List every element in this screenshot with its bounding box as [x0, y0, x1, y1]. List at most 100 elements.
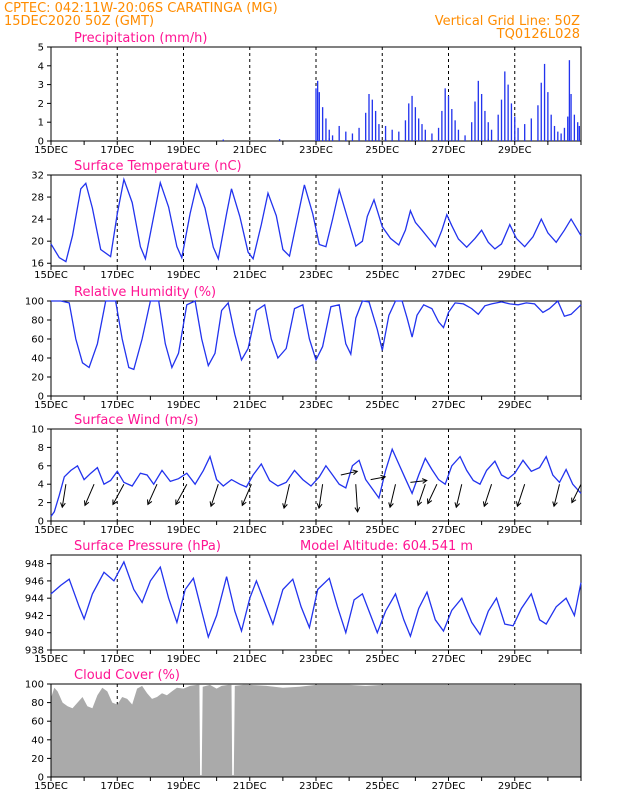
wind-line [50, 447, 582, 517]
wind-ytick-label: 10 [31, 425, 44, 436]
humidity-xtick-label: 21DEC [233, 400, 267, 411]
precip-bar [424, 129, 426, 141]
precip-bar [454, 120, 456, 141]
humidity-xtick-label: 25DEC [365, 400, 399, 411]
precip-bar [557, 131, 559, 141]
humidity-xtick-label: 27DEC [432, 400, 466, 411]
wind-arrow [454, 484, 463, 509]
wind-arrow [388, 484, 396, 509]
wind-arrow-shaft [483, 484, 493, 507]
wind-ytick-label: 0 [38, 517, 44, 528]
humidity-ytick-label: 40 [31, 354, 44, 365]
pressure-panel: Surface Pressure (hPa) Model Altitude: 60… [25, 539, 582, 665]
station-title: CPTEC: 042:11W-20:06S CARATINGA (MG) [4, 1, 278, 16]
precip-bar [451, 109, 453, 141]
wind-title: Surface Wind (m/s) [74, 413, 198, 428]
cloud-area [51, 684, 581, 777]
precip-ytick-label: 3 [38, 80, 44, 91]
precip-bar [321, 107, 324, 141]
wind-ytick-label: 8 [38, 443, 44, 454]
wind-arrow-head [482, 501, 489, 508]
pressure-xtick-label: 21DEC [233, 654, 267, 665]
wind-arrow [427, 483, 438, 505]
wind-arrow-head [380, 474, 387, 481]
wind-arrow-head [427, 498, 433, 505]
pressure-annotation: Model Altitude: 604.541 m [300, 539, 473, 554]
pressure-xtick-label: 15DEC [34, 654, 68, 665]
wind-xtick-label: 23DEC [299, 525, 333, 536]
wind-xtick-label: 27DEC [432, 525, 466, 536]
precip-bar [530, 118, 532, 141]
cloud-ytick-label: 100 [25, 680, 44, 691]
precip-bar [570, 94, 572, 141]
cloud-ytick-label: 20 [31, 754, 44, 765]
temp-xtick-label: 21DEC [233, 270, 267, 281]
wind-arrow-head [83, 500, 90, 507]
wind-arrow-head [209, 501, 215, 508]
temp-ytick-label: 20 [31, 237, 44, 248]
precip-bar [490, 129, 493, 141]
wind-xtick-label: 19DEC [167, 525, 201, 536]
wind-arrow-head [282, 503, 288, 510]
cloud-panel: Cloud Cover (%) 0 20 40 60 80 100 15DEC 17DEC 19D… [25, 668, 582, 792]
precip-bar [474, 101, 476, 141]
precip-bar [563, 127, 566, 141]
wind-arrow-shaft [147, 483, 158, 505]
wind-xtick-label: 21DEC [233, 525, 267, 536]
precip-bar [408, 103, 410, 141]
precip-ytick-label: 4 [38, 61, 44, 72]
wind-arrow-shaft [210, 484, 219, 507]
precip-bar [318, 92, 320, 141]
precip-bar [278, 139, 281, 141]
pressure-xtick-label: 23DEC [299, 654, 333, 665]
temp-ytick-label: 16 [31, 259, 44, 270]
wind-arrow-head [552, 501, 558, 508]
wind-arrow [370, 474, 387, 481]
precip-bar [338, 125, 340, 141]
wind-ytick-label: 2 [38, 498, 44, 509]
humidity-xtick-label: 15DEC [34, 400, 68, 411]
precip-bar [315, 88, 317, 141]
pressure-xtick-label: 27DEC [432, 654, 466, 665]
wind-arrow-shaft [389, 484, 396, 508]
wind-xtick-label: 25DEC [365, 525, 399, 536]
wind-arrow-head [175, 499, 181, 506]
wind-arrow-head [241, 500, 247, 507]
precip-bar [418, 118, 420, 141]
cloud-xtick-label: 21DEC [233, 781, 267, 792]
humidity-line [51, 299, 582, 371]
wind-arrow [340, 469, 359, 476]
precip-bar [371, 99, 373, 141]
cloud-xtick-label: 27DEC [432, 781, 466, 792]
temp-ytick-label: 28 [31, 193, 44, 204]
temp-xtick-label: 19DEC [167, 270, 201, 281]
pressure-xtick-label: 19DEC [167, 654, 201, 665]
wind-arrow [282, 484, 290, 510]
wind-arrow-head [421, 478, 428, 484]
precip-bar [577, 122, 579, 141]
wind-xtick-label: 29DEC [498, 525, 532, 536]
wind-arrow-head [352, 469, 359, 475]
cloud-ytick-label: 60 [31, 717, 44, 728]
grid-note: Vertical Grid Line: 50Z [435, 14, 580, 29]
humidity-xtick-label: 29DEC [498, 400, 532, 411]
pressure-ytick-label: 942 [25, 611, 44, 622]
precip-xtick-label: 15DEC [34, 145, 68, 156]
precip-bar [414, 107, 417, 141]
pressure-ytick-label: 940 [25, 628, 44, 639]
precip-bar [567, 116, 569, 141]
wind-arrow [416, 484, 426, 507]
wind-arrow-head [571, 497, 577, 504]
cloud-ytick-label: 40 [31, 735, 44, 746]
temp-ytick-label: 32 [31, 171, 44, 182]
precip-bar [398, 131, 400, 141]
wind-arrow [60, 484, 67, 509]
temp-xtick-label: 27DEC [432, 270, 466, 281]
wind-arrow-head [516, 501, 522, 508]
precip-bar [517, 127, 519, 141]
temp-title: Surface Temperature (nC) [74, 159, 242, 174]
temp-xtick-label: 29DEC [498, 270, 532, 281]
pressure-ytick-label: 946 [25, 576, 44, 587]
temp-xtick-label: 25DEC [365, 270, 399, 281]
